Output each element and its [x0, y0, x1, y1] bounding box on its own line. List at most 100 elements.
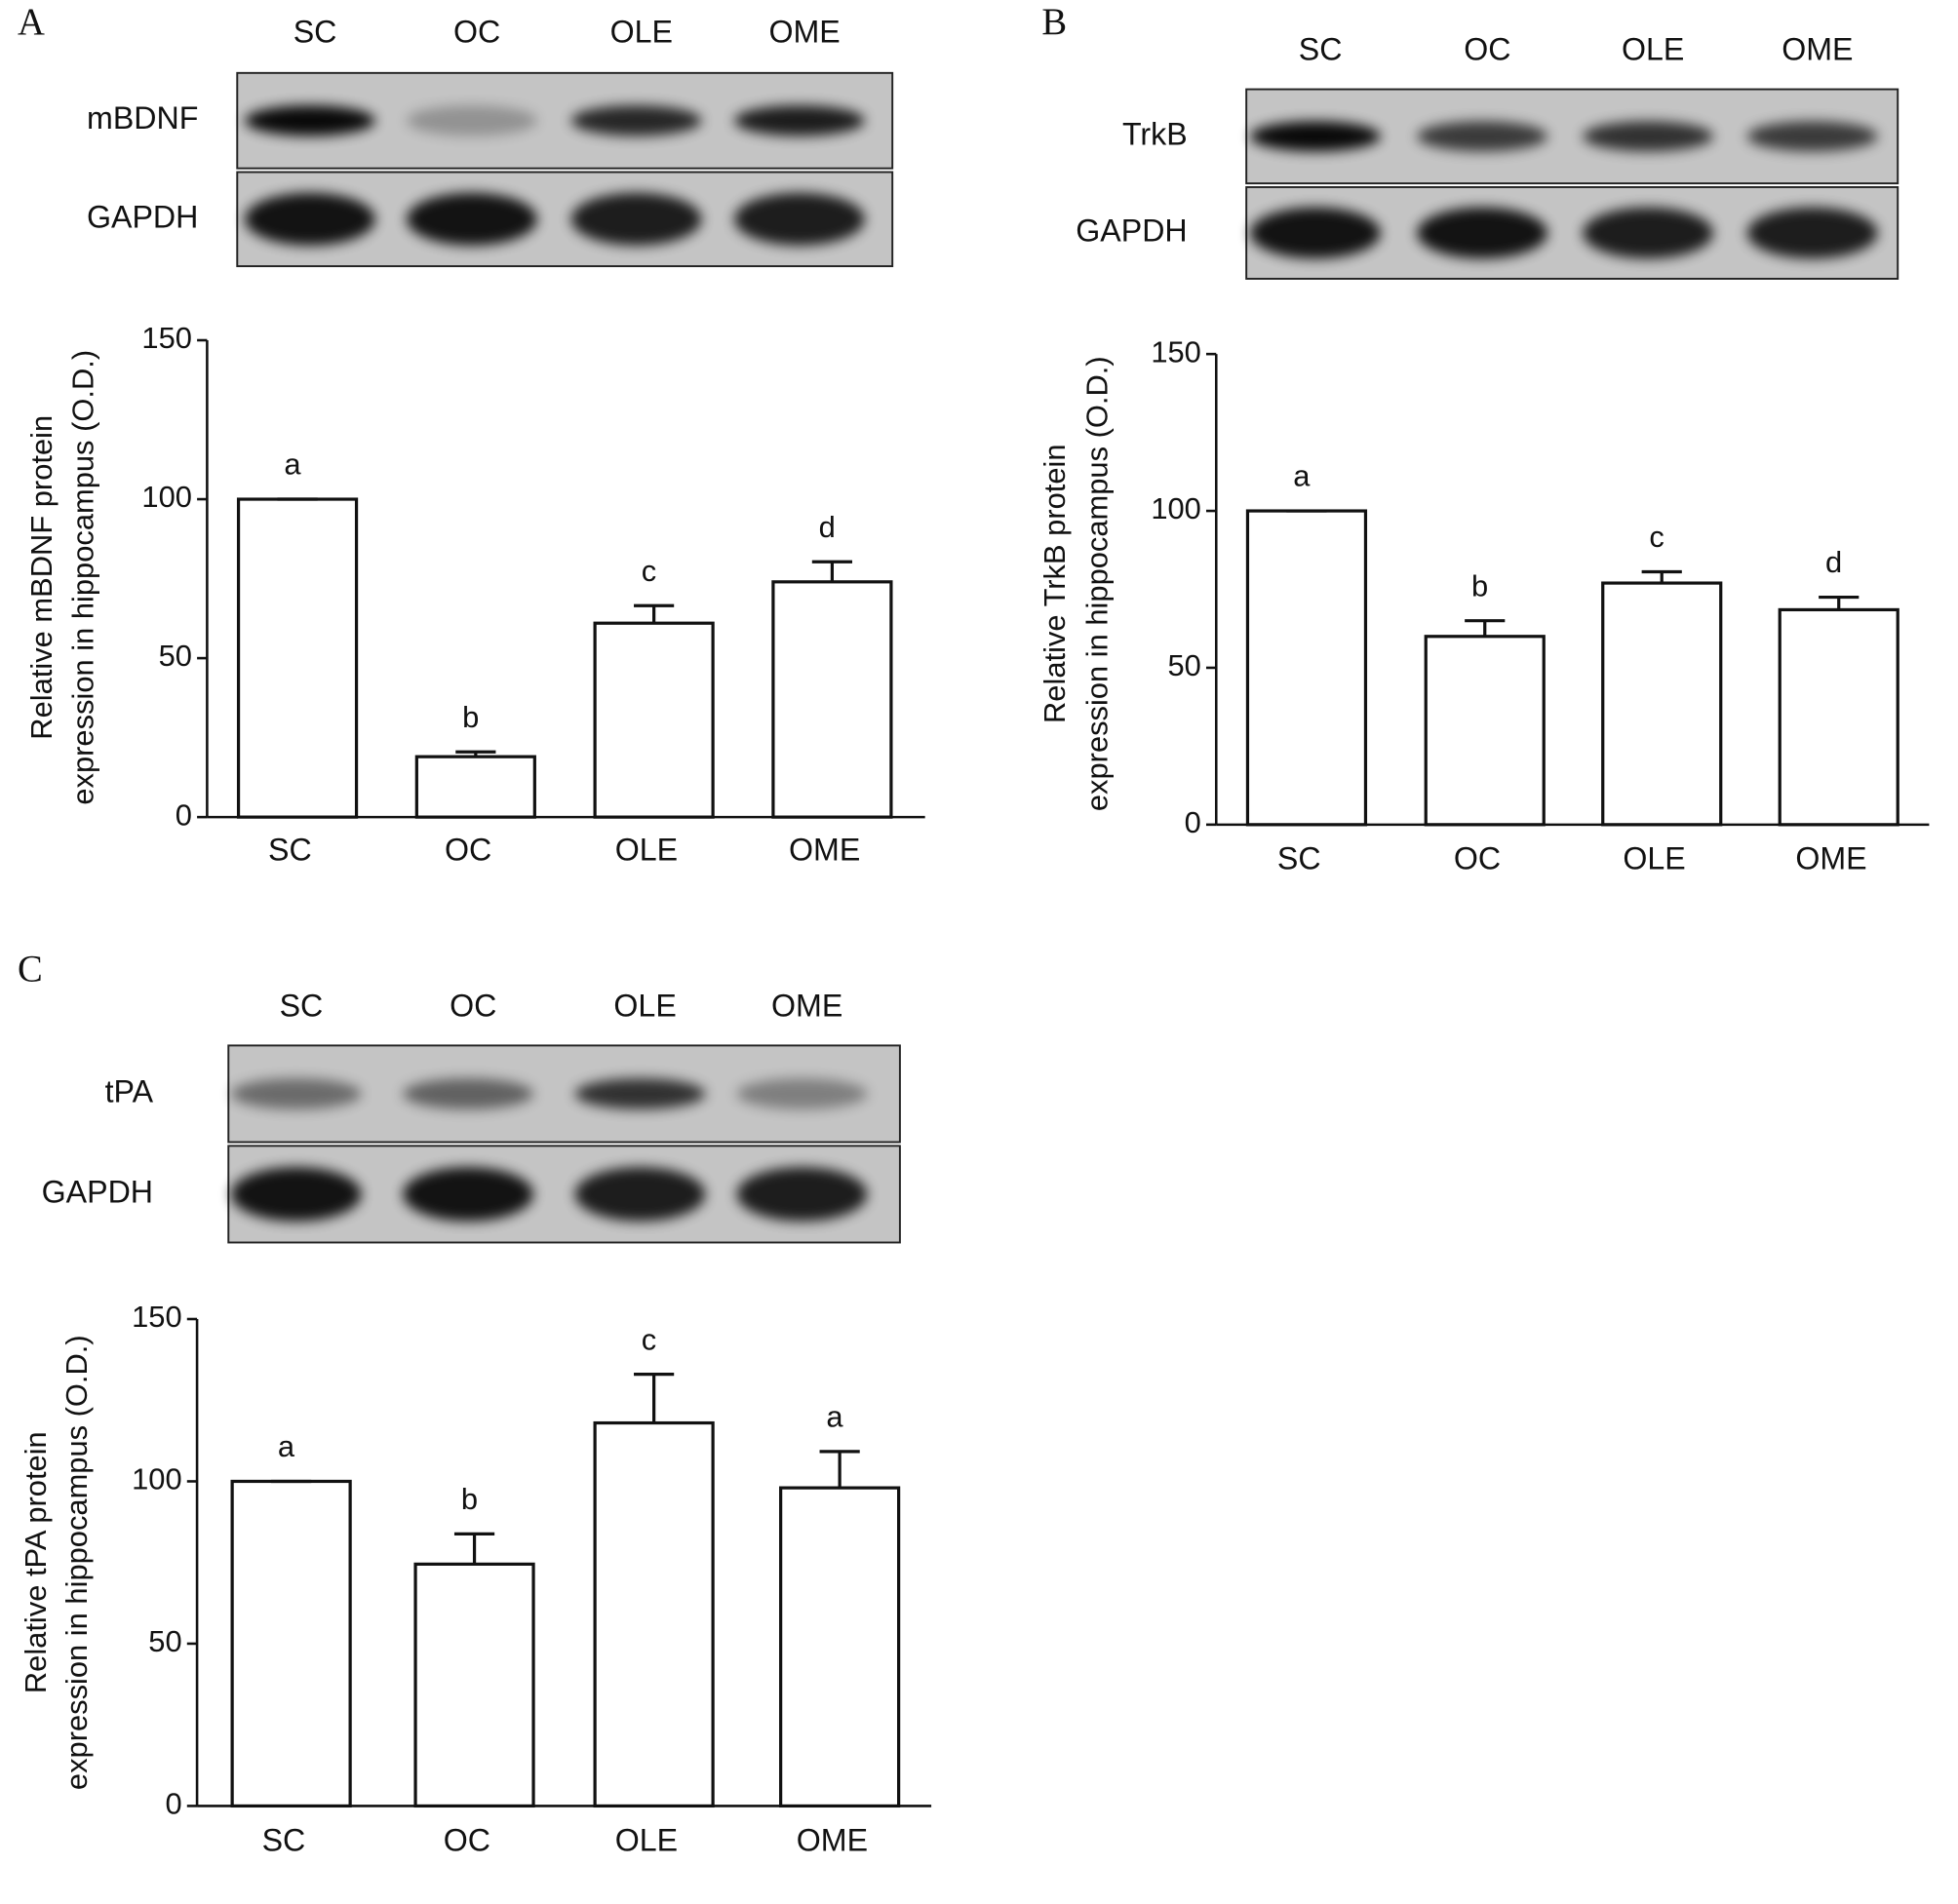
- significance-label: b: [1471, 568, 1488, 602]
- y-tick-label: 100: [1151, 491, 1201, 525]
- bar: [593, 1420, 715, 1808]
- bar: [413, 1562, 535, 1808]
- significance-label: a: [284, 447, 301, 482]
- x-tick-label: OME: [797, 1822, 868, 1857]
- x-tick-label: SC: [1277, 841, 1321, 876]
- lane-label: OME: [771, 988, 842, 1023]
- x-tick-label: OC: [445, 833, 491, 868]
- y-axis-label: expression in hippocampus (O.D.): [59, 1335, 94, 1790]
- blot-band: [230, 1078, 362, 1109]
- y-axis-label: expression in hippocampus (O.D.): [1080, 356, 1115, 811]
- x-tick-label: OLE: [615, 833, 678, 868]
- bar: [236, 497, 359, 819]
- y-tick-label: 150: [132, 1300, 182, 1334]
- blot-band: [403, 1167, 534, 1222]
- y-axis-label: expression in hippocampus (O.D.): [66, 350, 100, 805]
- y-tick-label: 50: [1167, 648, 1200, 682]
- lane-label: OME: [768, 14, 840, 49]
- y-axis-label: Relative TrkB protein: [1038, 444, 1072, 723]
- blot-band: [574, 1078, 706, 1109]
- blot-row-label: GAPDH: [42, 1174, 153, 1209]
- panel-label: A: [18, 2, 45, 43]
- lane-label: OLE: [610, 14, 673, 49]
- lane-label: SC: [280, 988, 324, 1023]
- lane-label: SC: [294, 14, 337, 49]
- bar: [414, 755, 536, 819]
- y-tick-label: 0: [176, 797, 192, 832]
- x-tick-label: OLE: [1623, 841, 1685, 876]
- y-axis-label: Relative mBDNF protein: [24, 415, 59, 740]
- x-tick-label: OC: [1454, 841, 1501, 876]
- lane-label: OLE: [1622, 31, 1684, 66]
- blot-band: [1746, 121, 1878, 152]
- x-tick-label: OME: [789, 833, 860, 868]
- blot-band: [1583, 121, 1713, 152]
- x-tick-label: SC: [268, 833, 312, 868]
- y-tick-label: 150: [141, 321, 192, 355]
- significance-label: c: [642, 1322, 656, 1356]
- bar: [771, 580, 893, 819]
- lane-label: OC: [1464, 31, 1510, 66]
- bar: [1424, 635, 1546, 827]
- blot-row-label: GAPDH: [87, 199, 198, 234]
- blot-band: [1417, 121, 1548, 152]
- blot-band: [407, 105, 537, 136]
- blot-band: [230, 1167, 362, 1222]
- blot-band: [736, 1167, 868, 1222]
- blot-row-label: GAPDH: [1076, 213, 1187, 248]
- lane-label: OLE: [613, 988, 676, 1023]
- y-tick-label: 50: [159, 639, 192, 673]
- blot-band: [574, 1167, 706, 1222]
- blot-band: [1746, 207, 1878, 259]
- blot-band: [734, 192, 865, 246]
- blot-row-label: TrkB: [1122, 116, 1188, 151]
- blot-band: [1250, 121, 1381, 152]
- panel-label: B: [1041, 2, 1067, 43]
- lane-label: OME: [1782, 31, 1853, 66]
- x-tick-label: OME: [1795, 841, 1866, 876]
- bar: [1245, 509, 1368, 827]
- blot-band: [245, 192, 375, 246]
- bar: [593, 621, 715, 819]
- blot-band: [570, 192, 702, 246]
- y-tick-label: 100: [141, 480, 192, 514]
- significance-label: c: [1649, 520, 1664, 554]
- significance-label: a: [278, 1429, 295, 1463]
- significance-label: d: [819, 510, 836, 544]
- significance-label: b: [462, 700, 479, 734]
- blot-band: [1417, 207, 1548, 259]
- y-tick-label: 50: [148, 1624, 181, 1658]
- bar: [779, 1486, 901, 1808]
- x-tick-label: OLE: [615, 1822, 678, 1857]
- blot-band: [1250, 207, 1381, 259]
- panel-label: C: [18, 950, 43, 991]
- bar: [1601, 581, 1723, 827]
- y-tick-label: 100: [132, 1462, 182, 1496]
- x-tick-label: OC: [444, 1822, 490, 1857]
- bar: [230, 1479, 352, 1808]
- blot-band: [1583, 207, 1713, 259]
- significance-label: b: [461, 1482, 478, 1516]
- bar: [1778, 607, 1899, 827]
- y-axis-label: Relative tPA protein: [19, 1431, 53, 1693]
- significance-label: a: [826, 1400, 843, 1434]
- lane-label: SC: [1299, 31, 1343, 66]
- blot-band: [734, 105, 865, 136]
- blot-band: [403, 1078, 534, 1109]
- significance-label: c: [642, 554, 656, 588]
- lane-label: OC: [453, 14, 500, 49]
- significance-label: a: [1293, 459, 1311, 493]
- blot-band: [570, 105, 702, 136]
- y-tick-label: 0: [165, 1787, 181, 1821]
- x-tick-label: SC: [262, 1822, 306, 1857]
- blot-band: [736, 1078, 868, 1109]
- blot-band: [407, 192, 537, 246]
- y-tick-label: 150: [1151, 334, 1201, 369]
- blot-band: [245, 105, 375, 136]
- blot-row-label: mBDNF: [87, 100, 198, 136]
- y-tick-label: 0: [1185, 805, 1201, 839]
- lane-label: OC: [450, 988, 496, 1023]
- significance-label: d: [1825, 545, 1842, 579]
